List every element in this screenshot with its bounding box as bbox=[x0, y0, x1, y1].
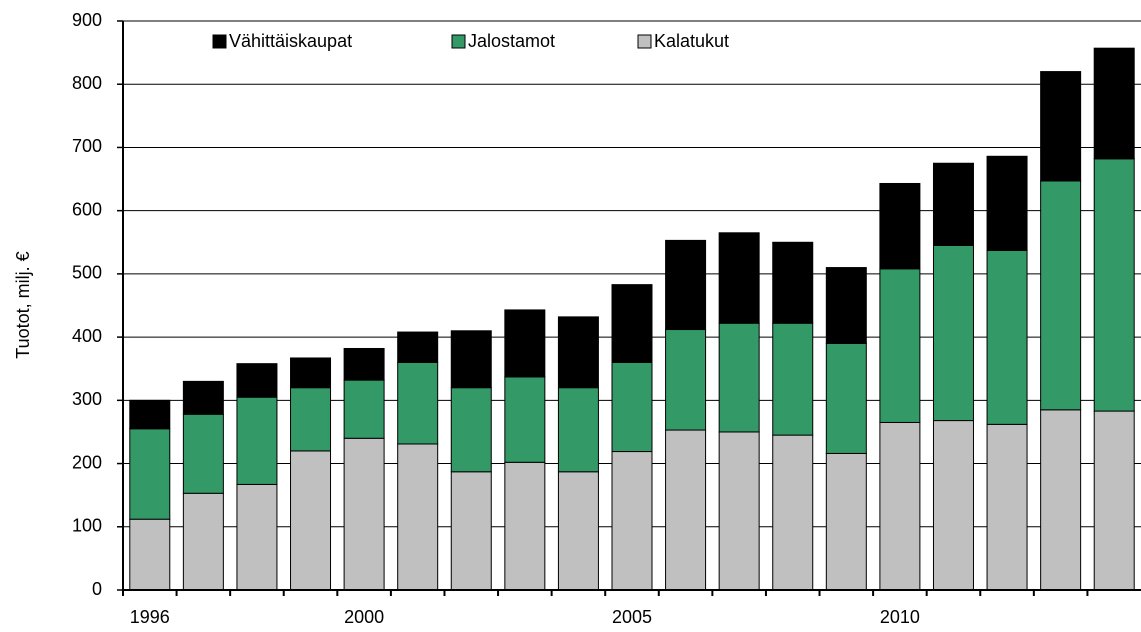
bar-segment bbox=[825, 342, 867, 454]
y-axis-label: Tuotot, milj. € bbox=[13, 251, 33, 358]
bar-segment bbox=[182, 492, 224, 591]
x-tick-label: 2000 bbox=[344, 607, 384, 627]
y-tick-label: 200 bbox=[72, 452, 102, 472]
legend-label: Kalatukut bbox=[654, 31, 729, 51]
bar-segment bbox=[504, 461, 546, 591]
bar-segment bbox=[772, 434, 814, 591]
y-tick-label: 900 bbox=[72, 10, 102, 30]
bar-segment bbox=[932, 162, 974, 246]
legend-label: Vähittäiskaupat bbox=[229, 31, 352, 51]
legend-label: Jalostamot bbox=[468, 31, 555, 51]
y-tick-label: 400 bbox=[72, 326, 102, 346]
bar-segment bbox=[504, 376, 546, 463]
bar-segment bbox=[397, 443, 439, 591]
bar-segment bbox=[504, 309, 546, 378]
bar-segment bbox=[1093, 47, 1135, 160]
bar-segment bbox=[557, 387, 599, 473]
bar-segment bbox=[182, 413, 224, 494]
bar-segment bbox=[718, 431, 760, 591]
bar-segment bbox=[450, 387, 492, 473]
y-tick-label: 300 bbox=[72, 389, 102, 409]
y-tick-label: 100 bbox=[72, 516, 102, 536]
bar-segment bbox=[129, 399, 171, 430]
bar-segment bbox=[772, 322, 814, 436]
bar-segment bbox=[129, 428, 171, 520]
bar-segment bbox=[290, 450, 332, 591]
bar-segment bbox=[665, 429, 707, 591]
bar-segment bbox=[182, 380, 224, 415]
bar-segment bbox=[665, 329, 707, 431]
bar-segment bbox=[611, 451, 653, 591]
bar-segment bbox=[1093, 410, 1135, 591]
bar-segment bbox=[611, 361, 653, 453]
bar-segment bbox=[290, 387, 332, 452]
bar-segment bbox=[718, 322, 760, 433]
bar-segment bbox=[986, 249, 1028, 425]
bar-segment bbox=[879, 268, 921, 423]
x-tick-label: 2010 bbox=[880, 607, 920, 627]
x-tick-label: 2005 bbox=[612, 607, 652, 627]
bar-segment bbox=[290, 357, 332, 389]
bar-segment bbox=[879, 182, 921, 270]
bar-segment bbox=[557, 316, 599, 389]
bar-segment bbox=[879, 421, 921, 591]
bar-segment bbox=[397, 331, 439, 363]
bar-segment bbox=[986, 155, 1028, 251]
bar-segment bbox=[343, 379, 385, 439]
bar-segment bbox=[825, 452, 867, 591]
bar-segment bbox=[236, 396, 278, 485]
bar-segment bbox=[611, 284, 653, 363]
bar-segment bbox=[1040, 71, 1082, 182]
legend-swatch bbox=[451, 34, 466, 49]
bar-segment bbox=[450, 471, 492, 591]
bar-segment bbox=[718, 232, 760, 324]
bar-segment bbox=[343, 347, 385, 381]
bar-segment bbox=[236, 363, 278, 398]
x-tick-label: 1996 bbox=[130, 607, 170, 627]
bar-segment bbox=[932, 244, 974, 422]
bar-segment bbox=[665, 239, 707, 331]
legend-swatch bbox=[212, 34, 227, 49]
legend-swatch bbox=[637, 34, 652, 49]
bar-segment bbox=[1093, 158, 1135, 412]
bar-segment bbox=[343, 437, 385, 591]
bar-segment bbox=[772, 241, 814, 324]
bar-segment bbox=[986, 423, 1028, 591]
y-tick-label: 700 bbox=[72, 136, 102, 156]
bar-segment bbox=[450, 330, 492, 389]
bar-segment bbox=[1040, 409, 1082, 591]
y-tick-label: 0 bbox=[92, 579, 102, 599]
bar-segment bbox=[825, 267, 867, 344]
bar-segment bbox=[397, 361, 439, 445]
bar-segment bbox=[1040, 180, 1082, 411]
bar-segment bbox=[129, 518, 171, 591]
bar-segment bbox=[557, 471, 599, 591]
bar-segment bbox=[236, 483, 278, 591]
y-tick-label: 500 bbox=[72, 263, 102, 283]
y-tick-label: 800 bbox=[72, 73, 102, 93]
bar-segment bbox=[932, 420, 974, 591]
y-tick-label: 600 bbox=[72, 199, 102, 219]
